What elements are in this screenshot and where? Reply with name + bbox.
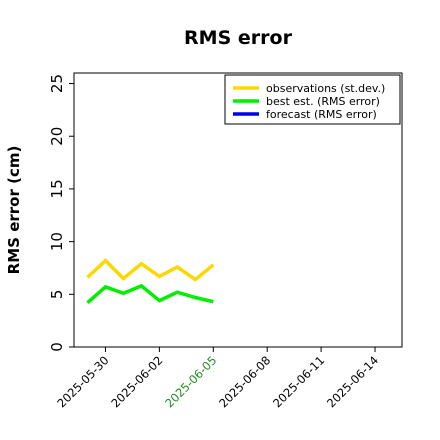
legend-label-1: best est. (RMS error)	[266, 95, 380, 108]
x-tick-label: 2025-06-08	[216, 353, 273, 410]
x-ticks: 2025-05-302025-06-022025-06-052025-06-08…	[54, 347, 381, 410]
series-lines	[86, 258, 215, 305]
y-ticks: 0 5 10 15 20 25	[48, 74, 74, 352]
plot-area	[73, 72, 403, 348]
x-tick-label: 2025-06-02	[108, 353, 165, 410]
series-line-0	[86, 258, 215, 282]
y-tick-label: 20	[48, 127, 66, 146]
chart-title: RMS error	[184, 27, 293, 49]
y-tick-label: 0	[48, 342, 66, 352]
x-tick-label: 2025-05-30	[54, 353, 111, 410]
legend-label-2: forecast (RMS error)	[266, 108, 377, 121]
y-axis-label: RMS error (cm)	[5, 146, 23, 275]
y-tick-label: 5	[48, 290, 66, 300]
y-tick-label: 10	[48, 232, 66, 251]
x-tick-label: 2025-06-14	[324, 353, 381, 410]
legend: observations (st.dev.)best est. (RMS err…	[224, 74, 401, 125]
y-tick-label: 15	[48, 179, 66, 198]
y-tick-label: 25	[48, 74, 66, 93]
series-line-1	[86, 283, 214, 305]
x-tick-label: 2025-06-11	[270, 353, 327, 410]
legend-label-0: observations (st.dev.)	[266, 82, 385, 95]
x-tick-label: 2025-06-05	[162, 353, 219, 410]
